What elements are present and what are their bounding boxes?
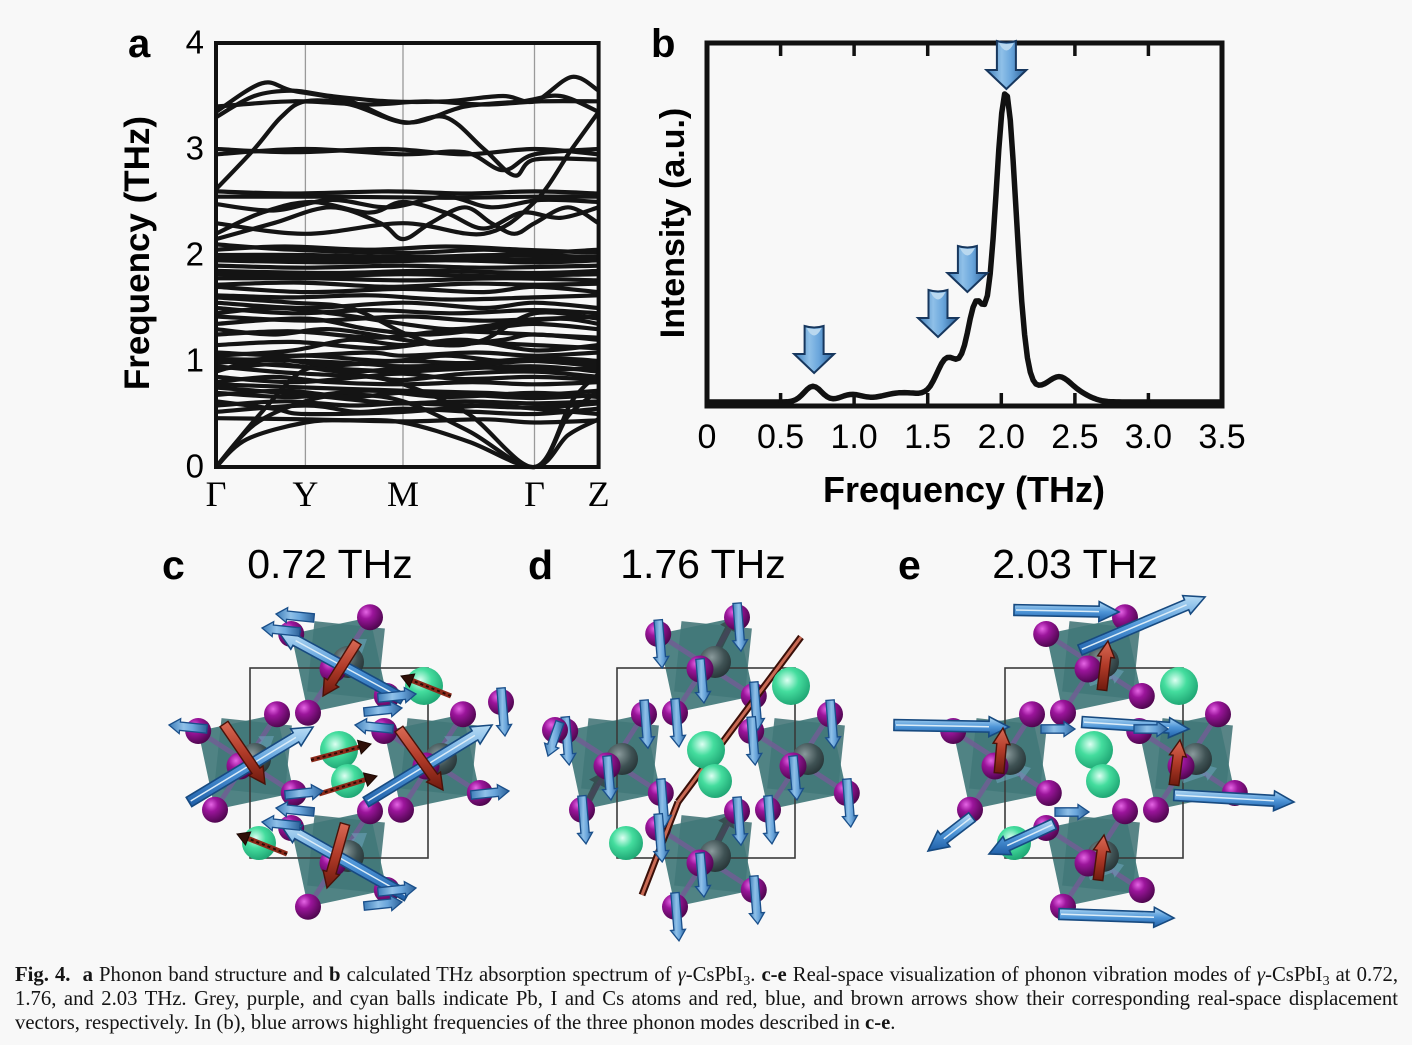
svg-text:c: c: [162, 542, 185, 588]
svg-text:1.76 THz: 1.76 THz: [620, 541, 786, 587]
svg-text:1.0: 1.0: [830, 418, 877, 456]
svg-text:2.03 THz: 2.03 THz: [992, 541, 1158, 587]
svg-text:d: d: [528, 542, 553, 588]
svg-text:3: 3: [186, 130, 204, 167]
svg-text:Frequency (THz): Frequency (THz): [118, 116, 157, 390]
svg-text:Y: Y: [292, 474, 318, 514]
svg-text:2.0: 2.0: [978, 418, 1025, 456]
svg-text:b: b: [651, 22, 675, 66]
svg-text:M: M: [387, 474, 419, 514]
svg-text:Γ: Γ: [524, 474, 545, 514]
svg-text:0.72 THz: 0.72 THz: [247, 541, 413, 587]
svg-text:Intensity (a.u.): Intensity (a.u.): [654, 108, 692, 338]
svg-text:Frequency (THz): Frequency (THz): [823, 469, 1105, 510]
svg-text:3.0: 3.0: [1125, 418, 1172, 456]
svg-text:0: 0: [186, 448, 204, 485]
svg-text:0.5: 0.5: [757, 418, 804, 456]
svg-text:4: 4: [186, 24, 204, 61]
svg-text:2: 2: [186, 236, 204, 273]
svg-text:a: a: [128, 22, 151, 66]
svg-text:e: e: [898, 542, 921, 588]
svg-text:Γ: Γ: [206, 474, 227, 514]
svg-text:3.5: 3.5: [1198, 418, 1245, 456]
svg-text:1: 1: [186, 342, 204, 379]
svg-text:0: 0: [698, 418, 717, 456]
svg-text:2.5: 2.5: [1051, 418, 1098, 456]
svg-text:1.5: 1.5: [904, 418, 951, 456]
svg-text:Z: Z: [588, 474, 610, 514]
